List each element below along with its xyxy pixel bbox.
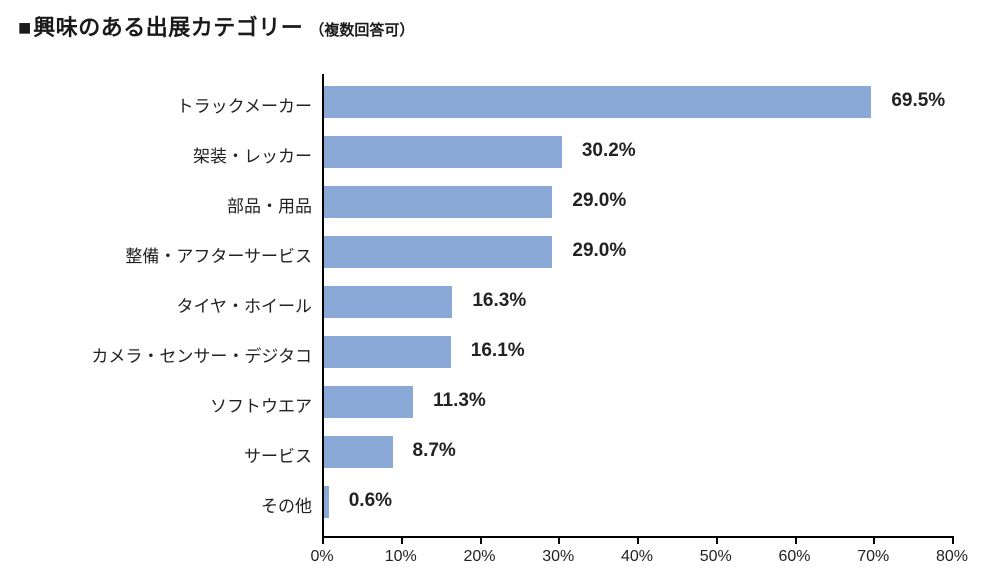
- x-tick: [716, 536, 718, 544]
- x-tick: [637, 536, 639, 544]
- bar: [324, 136, 562, 168]
- value-label: 0.6%: [349, 490, 392, 512]
- page: { "title": { "bullet": "■", "main": "興味の…: [0, 0, 1000, 583]
- x-tick-label: 60%: [778, 548, 810, 566]
- category-label: ソフトウエア: [210, 392, 312, 417]
- x-tick: [558, 536, 560, 544]
- category-label: 架装・レッカー: [193, 142, 312, 167]
- value-label: 8.7%: [413, 440, 456, 462]
- value-label: 16.1%: [471, 340, 525, 362]
- bar: [324, 236, 552, 268]
- bar-chart: 0% 10% 20% 30% 40% 50% 60% 70% 80% トラックメーカー 69.5% 架…: [0, 0, 1000, 583]
- category-label: トラックメーカー: [177, 92, 312, 117]
- x-tick-label: 30%: [542, 548, 574, 566]
- x-tick: [795, 536, 797, 544]
- category-label: 部品・用品: [227, 192, 312, 217]
- bar: [324, 436, 393, 468]
- x-tick-label: 40%: [621, 548, 653, 566]
- x-tick-label: 70%: [857, 548, 889, 566]
- x-tick: [401, 536, 403, 544]
- value-label: 29.0%: [572, 240, 626, 262]
- value-label: 16.3%: [472, 290, 526, 312]
- category-label: サービス: [244, 442, 312, 467]
- x-tick-label: 50%: [700, 548, 732, 566]
- x-tick: [480, 536, 482, 544]
- bar: [324, 486, 329, 518]
- x-tick-label: 80%: [936, 548, 968, 566]
- category-label: 整備・アフターサービス: [125, 242, 312, 267]
- x-tick-label: 20%: [463, 548, 495, 566]
- bar: [324, 286, 452, 318]
- value-label: 11.3%: [433, 390, 486, 412]
- category-label: タイヤ・ホイール: [177, 292, 313, 317]
- category-label: カメラ・センサー・デジタコ: [91, 342, 312, 367]
- x-tick: [952, 536, 954, 544]
- bar: [324, 186, 552, 218]
- value-label: 30.2%: [582, 140, 636, 162]
- bar: [324, 86, 871, 118]
- x-tick: [322, 536, 324, 544]
- value-label: 29.0%: [572, 190, 626, 212]
- bar: [324, 336, 451, 368]
- bar: [324, 386, 413, 418]
- category-label: その他: [261, 492, 312, 517]
- x-tick-label: 10%: [385, 548, 417, 566]
- x-tick: [873, 536, 875, 544]
- x-tick-label: 0%: [310, 548, 333, 566]
- value-label: 69.5%: [891, 90, 945, 112]
